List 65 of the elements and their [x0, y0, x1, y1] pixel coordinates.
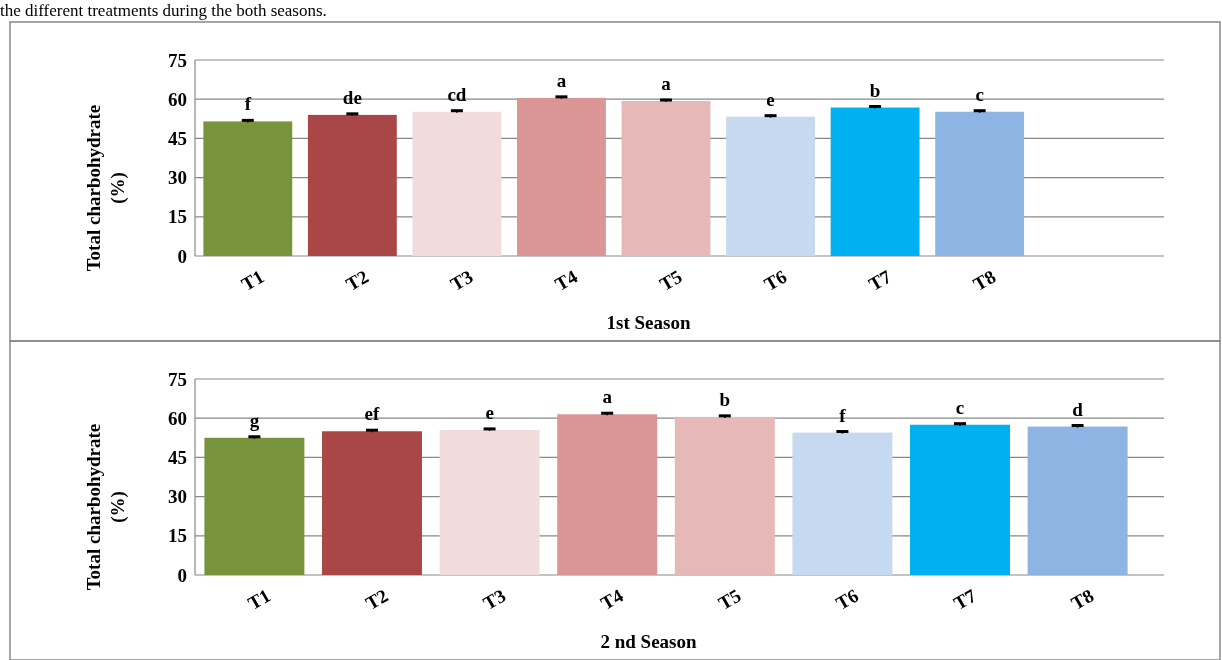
- bar: [1027, 426, 1128, 575]
- bar: [910, 424, 1010, 575]
- bar: [322, 431, 422, 575]
- bar: [412, 111, 502, 256]
- x-tick-label: T8: [969, 265, 1000, 296]
- data-label: a: [556, 69, 567, 91]
- y-tick-label: 60: [168, 88, 187, 110]
- x-tick-label: T1: [244, 584, 274, 615]
- data-label: f: [244, 93, 252, 115]
- x-axis-title: 1st Season: [606, 312, 691, 333]
- x-tick-label: T7: [949, 584, 981, 615]
- x-tick-label: T2: [361, 584, 392, 615]
- bar: [203, 121, 293, 256]
- x-tick-label: T2: [342, 265, 372, 296]
- bar: [830, 107, 920, 256]
- y-axis-title: Total charbohydrate (%): [83, 104, 129, 272]
- y-tick-label: 15: [168, 206, 187, 228]
- y-tick-label: 30: [168, 486, 187, 508]
- x-tick-label: T5: [714, 584, 745, 615]
- y-tick-label: 45: [168, 128, 187, 150]
- data-label: cd: [447, 83, 467, 105]
- x-axis-title: 2 nd Season: [600, 631, 697, 652]
- x-tick-label: T6: [760, 265, 791, 296]
- y-tick-label: 0: [177, 245, 187, 267]
- x-tick-label: T7: [864, 265, 896, 296]
- data-label: e: [766, 88, 775, 110]
- bar: [439, 429, 540, 575]
- y-tick-label: 75: [168, 368, 187, 390]
- y-tick-label: 75: [168, 49, 187, 71]
- y-tick-label: 0: [177, 564, 187, 586]
- bar: [204, 437, 305, 575]
- bar: [726, 116, 815, 256]
- y-tick-label: 30: [168, 167, 187, 189]
- bar: [621, 101, 711, 256]
- x-tick-label: T4: [597, 584, 628, 615]
- data-label: e: [485, 401, 494, 423]
- data-label: g: [249, 409, 260, 431]
- data-label: f: [839, 404, 847, 426]
- bar: [517, 97, 606, 256]
- data-label: ef: [364, 403, 381, 425]
- bar: [307, 114, 397, 256]
- bar: [557, 414, 658, 575]
- data-label: b: [719, 388, 731, 410]
- data-label: c: [975, 83, 984, 105]
- bar: [674, 416, 775, 575]
- x-tick-label: T6: [832, 584, 863, 615]
- x-tick-label: T8: [1067, 584, 1098, 615]
- x-tick-label: T1: [237, 265, 268, 296]
- text: the different treatments during the both seasons.: [0, 1, 327, 20]
- x-tick-label: T3: [446, 265, 477, 296]
- x-tick-label: T5: [655, 265, 686, 296]
- y-tick-label: 15: [168, 525, 187, 547]
- data-label: a: [602, 386, 613, 408]
- bar: [935, 111, 1025, 256]
- x-tick-label: T3: [479, 584, 510, 615]
- data-label: d: [1072, 398, 1084, 420]
- x-tick-label: T4: [551, 265, 582, 296]
- data-label: a: [661, 72, 672, 94]
- y-tick-label: 45: [168, 447, 187, 469]
- bar: [792, 432, 893, 575]
- y-tick-label: 60: [168, 407, 187, 429]
- y-axis-title: Total charbohydrate (%): [83, 423, 129, 591]
- data-label: b: [869, 79, 881, 101]
- data-label: c: [955, 396, 965, 418]
- data-label: de: [342, 86, 362, 108]
